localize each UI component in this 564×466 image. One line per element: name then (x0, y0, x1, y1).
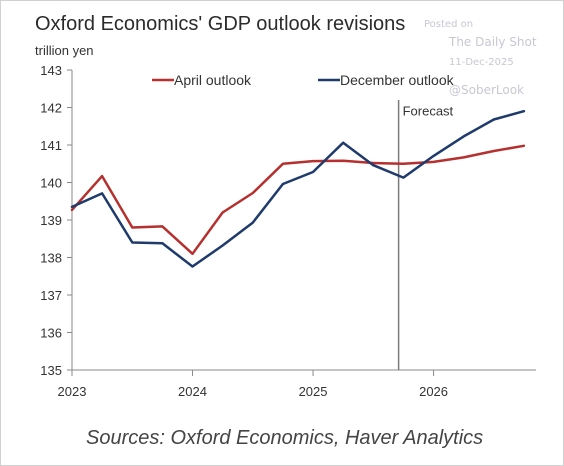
series-line-april-outlook (70, 144, 526, 256)
y-axis-unit-label: trillion yen (35, 43, 94, 58)
series-line-december-outlook (70, 109, 526, 268)
y-tick-label: 139 (40, 213, 62, 228)
watermark-date: 11-Dec-2025 (449, 57, 514, 68)
y-tick-label: 136 (40, 326, 62, 341)
legend: April outlook December outlook (152, 72, 455, 88)
legend-label: April outlook (174, 72, 252, 88)
y-tick-label: 143 (40, 63, 62, 78)
axes: 135 136 137 138 139 140 141 142 143 2023 2024 2025 2… (40, 63, 536, 399)
chart-title: Oxford Economics' GDP outlook revisions (35, 13, 406, 35)
legend-label: December outlook (340, 72, 455, 88)
y-tick-label: 140 (40, 176, 62, 191)
forecast-marker: Forecast (397, 100, 454, 370)
x-tick-label: 2024 (178, 384, 207, 399)
watermark-posted: Posted on (424, 19, 474, 30)
source-note: Sources: Oxford Economics, Haver Analyti… (86, 427, 484, 449)
y-tick-label: 142 (40, 101, 62, 116)
watermark-site: The Daily Shot (449, 35, 537, 49)
y-tick-label: 137 (40, 288, 62, 303)
x-tick-label: 2023 (58, 384, 87, 399)
x-tick-label: 2026 (419, 384, 448, 399)
series-lines (70, 109, 526, 268)
forecast-label: Forecast (403, 103, 454, 118)
y-tick-label: 135 (40, 363, 62, 378)
x-tick-label: 2025 (299, 384, 328, 399)
y-tick-label: 138 (40, 251, 62, 266)
watermark-handle: @SoberLook (449, 83, 524, 97)
y-tick-label: 141 (40, 138, 62, 153)
